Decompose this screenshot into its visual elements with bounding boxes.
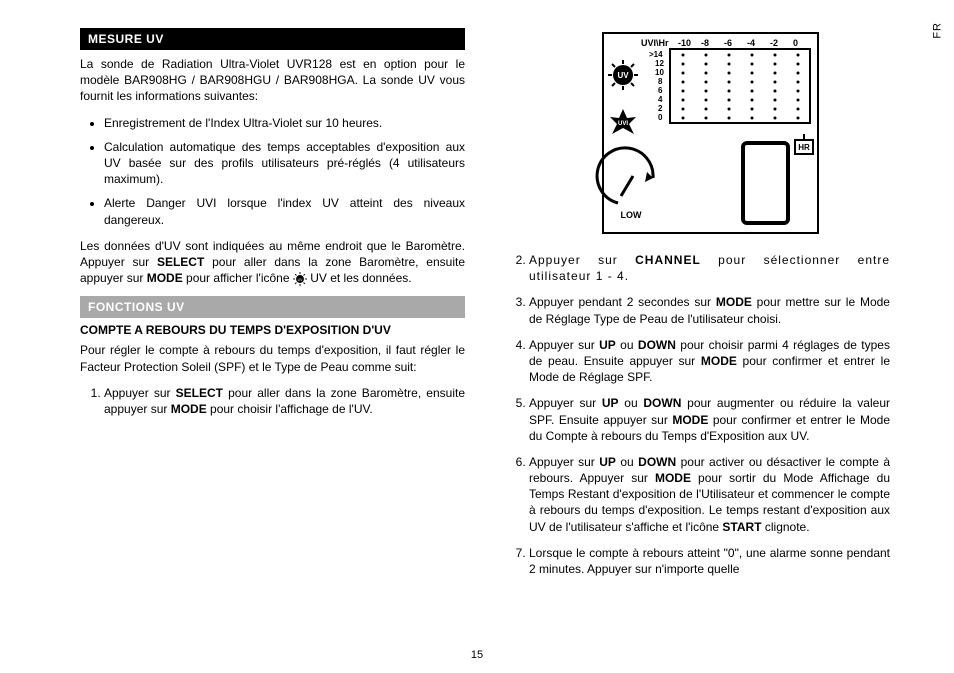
down-key: DOWN <box>638 455 676 469</box>
mode-key: MODE <box>716 295 752 309</box>
svg-text:UV: UV <box>617 71 629 80</box>
uv-sun-icon: UV <box>608 60 638 90</box>
svg-text:0: 0 <box>793 38 798 48</box>
mode-key: MODE <box>171 402 207 416</box>
lcd-display-diagram: UVI\Hr -10 -8 -6 -4 -2 0 >14 12 10 8 6 4… <box>573 28 823 238</box>
right-column: UVI\Hr -10 -8 -6 -4 -2 0 >14 12 10 8 6 4… <box>505 28 890 653</box>
uv-icon: UV <box>293 272 307 286</box>
svg-text:>14: >14 <box>649 50 663 59</box>
svg-text:10: 10 <box>655 68 664 77</box>
after-bullets-paragraph: Les données d'UV sont indiquées au même … <box>80 238 465 287</box>
list-item: Appuyer sur UP ou DOWN pour choisir parm… <box>529 337 890 386</box>
text-fragment: Appuyer sur <box>529 396 602 410</box>
text-fragment: pour afficher l'icône <box>183 271 293 285</box>
text-fragment: ou <box>616 455 638 469</box>
steps-right: Appuyer sur CHANNEL pour sélectionner en… <box>505 252 890 577</box>
mode-key: MODE <box>147 271 183 285</box>
subsection-title: COMPTE A REBOURS DU TEMPS D'EXPOSITION D… <box>80 322 465 338</box>
text-fragment: Appuyer sur <box>104 386 176 400</box>
svg-text:2: 2 <box>658 104 663 113</box>
text-fragment: Appuyer sur <box>529 338 599 352</box>
mode-key: MODE <box>655 471 691 485</box>
channel-key: CHANNEL <box>635 253 701 267</box>
up-key: UP <box>599 338 616 352</box>
svg-text:0: 0 <box>658 113 663 122</box>
svg-text:UV: UV <box>297 278 303 282</box>
subsection-title-text: COMPTE A REBOURS DU TEMPS D'EXPOSITION D… <box>80 323 391 337</box>
select-key: SELECT <box>157 255 204 269</box>
text-fragment: Lorsque le compte à rebours atteint "0",… <box>529 546 890 576</box>
text-fragment: UV et les données. <box>310 271 411 285</box>
list-item: Appuyer pendant 2 secondes sur MODE pour… <box>529 294 890 326</box>
svg-text:-4: -4 <box>747 38 755 48</box>
steps-left: Appuyer sur SELECT pour aller dans la zo… <box>80 385 465 417</box>
list-item: Enregistrement de l'Index Ultra-Violet s… <box>104 115 465 131</box>
svg-text:LOW: LOW <box>620 210 641 220</box>
svg-text:8: 8 <box>658 77 663 86</box>
svg-text:-8: -8 <box>701 38 709 48</box>
left-column: MESURE UV La sonde de Radiation Ultra-Vi… <box>80 28 465 653</box>
col-labels: -10 -8 -6 -4 -2 0 <box>678 38 798 48</box>
mode-key: MODE <box>701 354 737 368</box>
list-item: Alerte Danger UVI lorsque l'index UV att… <box>104 195 465 227</box>
grid-header: UVI\Hr <box>641 38 669 48</box>
text-fragment: clignote. <box>762 520 810 534</box>
svg-text:HR: HR <box>798 143 810 152</box>
text-fragment: ou <box>619 396 644 410</box>
list-item: Appuyer sur CHANNEL pour sélectionner en… <box>529 252 890 284</box>
language-tag: FR <box>932 22 944 39</box>
list-item: Appuyer sur UP ou DOWN pour activer ou d… <box>529 454 890 535</box>
hr-box: HR <box>795 134 813 154</box>
svg-text:4: 4 <box>658 95 663 104</box>
svg-text:6: 6 <box>658 86 663 95</box>
down-key: DOWN <box>638 338 676 352</box>
page-number: 15 <box>0 649 954 661</box>
down-key: DOWN <box>643 396 681 410</box>
svg-text:-2: -2 <box>770 38 778 48</box>
uvi-burst-icon: UVI <box>610 109 636 134</box>
svg-text:12: 12 <box>655 59 664 68</box>
text-fragment: Appuyer pendant 2 secondes sur <box>529 295 716 309</box>
mode-key: MODE <box>672 413 708 427</box>
svg-text:UVI: UVI <box>617 121 627 127</box>
up-key: UP <box>599 455 616 469</box>
row-labels: >14 12 10 8 6 4 2 0 <box>649 50 664 122</box>
page-content: MESURE UV La sonde de Radiation Ultra-Vi… <box>0 0 954 673</box>
uv-bullet-list: Enregistrement de l'Index Ultra-Violet s… <box>80 115 465 228</box>
big-digit <box>743 143 788 223</box>
svg-text:-10: -10 <box>678 38 691 48</box>
intro-paragraph: La sonde de Radiation Ultra-Violet UVR12… <box>80 56 465 105</box>
select-key: SELECT <box>176 386 223 400</box>
list-item: Appuyer sur SELECT pour aller dans la zo… <box>104 385 465 417</box>
grid-dots <box>681 54 799 120</box>
uv-gauge-icon: LOW <box>597 148 653 220</box>
list-item: Calculation automatique des temps accept… <box>104 139 465 188</box>
text-fragment: Appuyer sur <box>529 455 599 469</box>
start-key: START <box>722 520 761 534</box>
section-header-mesure-uv: MESURE UV <box>80 28 465 50</box>
subsection-body: Pour régler le compte à rebours du temps… <box>80 342 465 374</box>
section-header-fonctions-uv: FONCTIONS UV <box>80 296 465 318</box>
text-fragment: pour choisir l'affichage de l'UV. <box>207 402 373 416</box>
svg-text:-6: -6 <box>724 38 732 48</box>
list-item: Appuyer sur UP ou DOWN pour augmenter ou… <box>529 395 890 444</box>
list-item: Lorsque le compte à rebours atteint "0",… <box>529 545 890 577</box>
text-fragment: Appuyer sur <box>529 253 635 267</box>
text-fragment: ou <box>616 338 638 352</box>
up-key: UP <box>602 396 619 410</box>
